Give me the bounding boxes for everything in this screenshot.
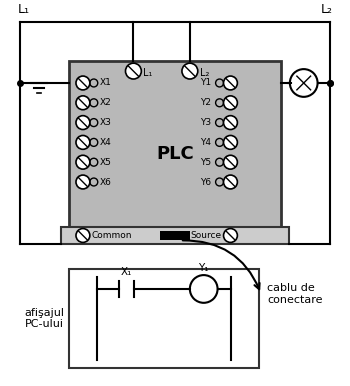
Bar (69, 269, 259, 368)
Text: Y2: Y2 (200, 98, 211, 107)
Circle shape (76, 135, 90, 149)
Bar (69, 61, 281, 227)
FancyArrowPatch shape (183, 240, 260, 289)
Circle shape (76, 229, 90, 242)
Text: X4: X4 (100, 138, 112, 147)
Text: L₁: L₁ (18, 3, 29, 16)
Text: Y1: Y1 (200, 78, 211, 88)
Text: Common: Common (92, 231, 132, 240)
Text: X6: X6 (100, 178, 112, 186)
Text: L₁: L₁ (143, 68, 153, 78)
Text: Y5: Y5 (200, 158, 211, 167)
Circle shape (224, 96, 237, 110)
Text: PLC: PLC (156, 145, 194, 163)
Text: X2: X2 (100, 98, 112, 107)
Circle shape (224, 229, 237, 242)
Circle shape (182, 63, 198, 79)
Circle shape (76, 155, 90, 169)
Text: X5: X5 (100, 158, 112, 167)
Circle shape (224, 76, 237, 90)
Circle shape (76, 76, 90, 90)
Circle shape (76, 96, 90, 110)
Bar (61, 227, 289, 244)
Circle shape (224, 135, 237, 149)
Text: Y6: Y6 (200, 178, 211, 186)
Text: X₁: X₁ (121, 267, 132, 277)
Text: Source: Source (190, 231, 222, 240)
Text: X1: X1 (100, 78, 112, 88)
Circle shape (224, 155, 237, 169)
Circle shape (76, 175, 90, 189)
Circle shape (76, 116, 90, 130)
Circle shape (126, 63, 141, 79)
Text: Y4: Y4 (200, 138, 211, 147)
Circle shape (224, 116, 237, 130)
Text: Y₁: Y₁ (198, 263, 209, 273)
Bar (160, 230, 190, 240)
Text: cablu de
conectare: cablu de conectare (267, 283, 323, 305)
Text: afişajul
PC-ului: afişajul PC-ului (24, 308, 64, 330)
Text: X3: X3 (100, 118, 112, 127)
Text: L₂: L₂ (321, 3, 332, 16)
Text: L₂: L₂ (200, 68, 209, 78)
Circle shape (224, 175, 237, 189)
Text: Y3: Y3 (200, 118, 211, 127)
